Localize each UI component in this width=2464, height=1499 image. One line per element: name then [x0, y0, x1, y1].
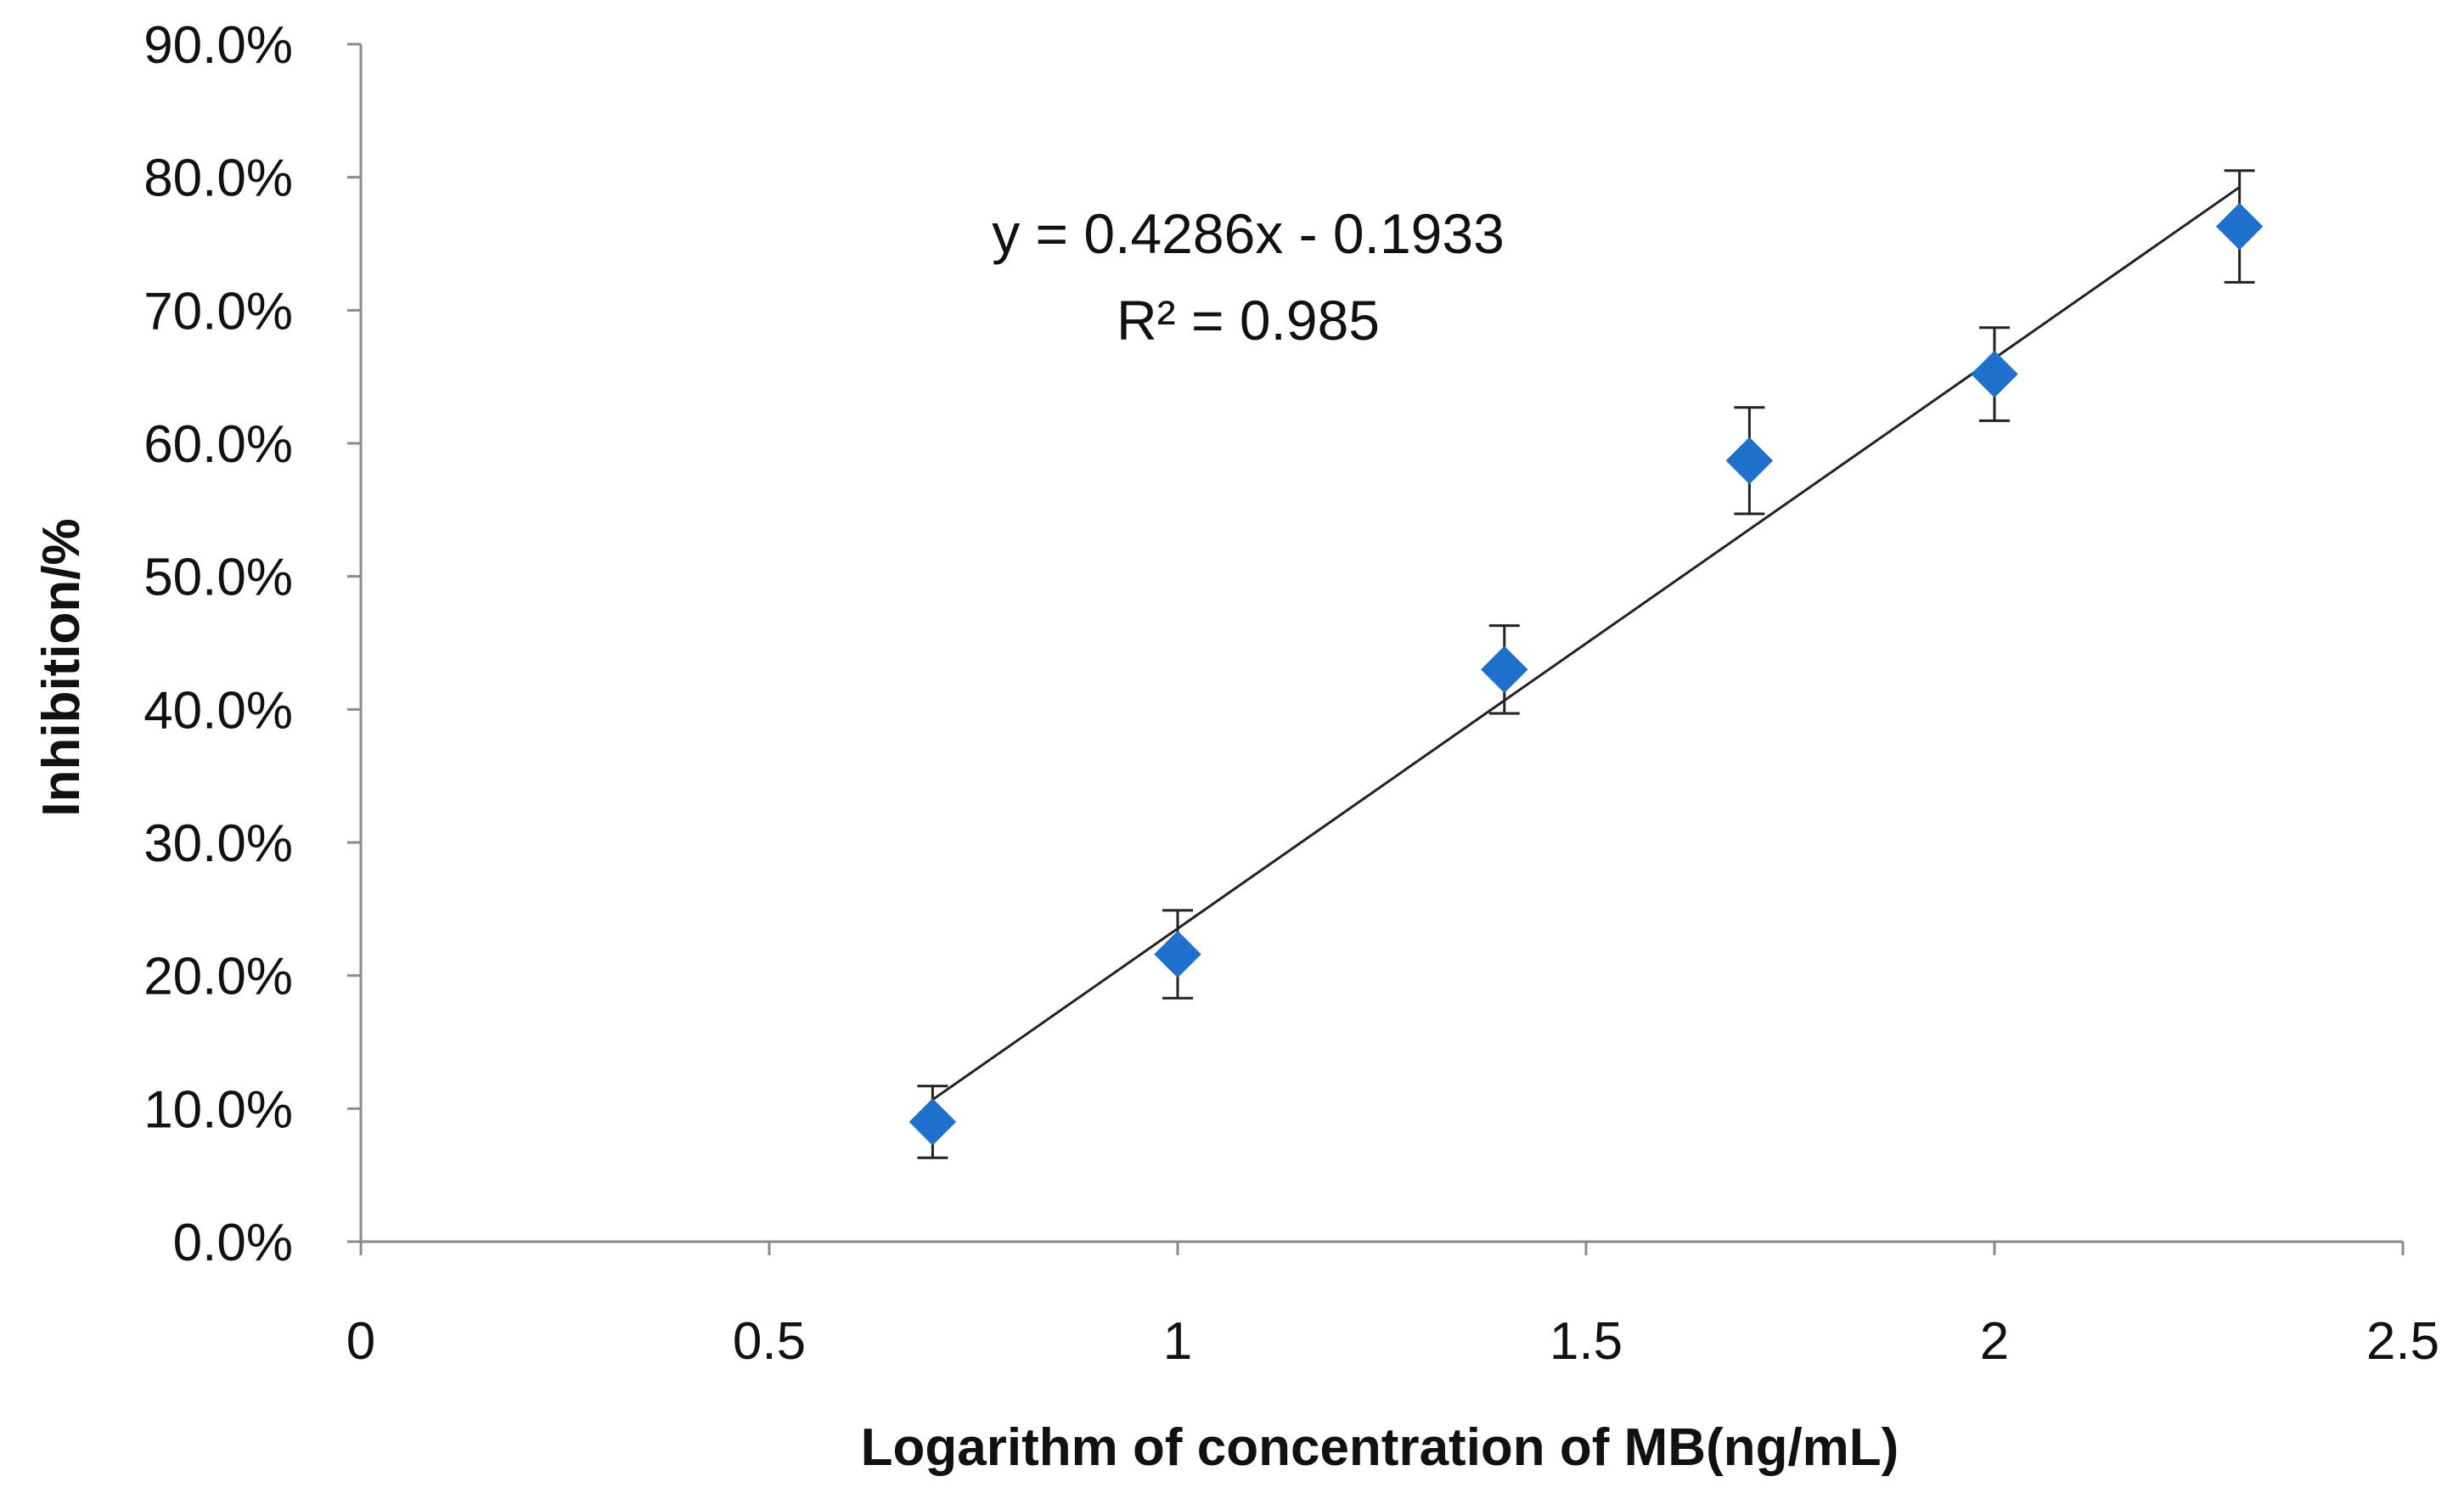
y-tick-label: 20.0%	[143, 948, 293, 1006]
y-tick-label: 50.0%	[143, 549, 293, 607]
y-tick-label: 10.0%	[143, 1080, 293, 1139]
y-axis-title: Inhibition/%	[32, 518, 91, 816]
data-point	[909, 1098, 957, 1146]
data-point	[2215, 202, 2264, 251]
error-bars	[917, 169, 2255, 1159]
ticks: 0.0% 10.0% 20.0% 30.0% 40.0% 50.0% 60.0% 70.0% 8…	[143, 16, 2439, 1371]
x-tick-label: 1.5	[1550, 1312, 1623, 1371]
y-tick-label: 40.0%	[143, 681, 293, 740]
r-squared-annotation: R² = 0.985	[1117, 289, 1380, 352]
y-tick-label: 90.0%	[143, 16, 293, 75]
y-tick-label: 70.0%	[143, 282, 293, 341]
data-points	[909, 202, 2264, 1146]
trendline-group	[931, 186, 2241, 1102]
data-point	[1154, 930, 1201, 978]
data-point	[1971, 350, 2018, 398]
x-tick-label: 2	[1980, 1312, 2009, 1371]
equation-annotation: y = 0.4286x - 0.1933	[992, 202, 1505, 265]
y-tick-label: 30.0%	[143, 814, 293, 873]
y-tick-label: 0.0%	[173, 1214, 293, 1272]
data-point	[1481, 645, 1528, 694]
data-point	[1725, 437, 1774, 485]
axes	[359, 44, 2403, 1243]
x-tick-label: 0.5	[733, 1312, 806, 1371]
y-tick-label: 80.0%	[143, 149, 293, 208]
x-tick-label: 1	[1163, 1312, 1192, 1371]
trendline	[931, 186, 2241, 1102]
x-tick-label: 2.5	[2366, 1312, 2439, 1371]
x-axis-title: Logarithm of concentration of MB(ng/mL)	[861, 1418, 1899, 1477]
y-tick-label: 60.0%	[143, 415, 293, 474]
x-tick-label: 0	[346, 1312, 375, 1371]
